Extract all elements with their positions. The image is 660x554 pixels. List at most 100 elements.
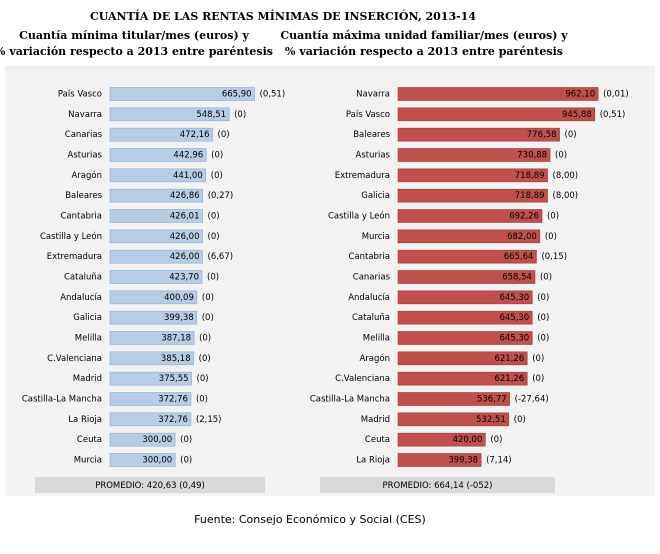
category-label: Baleares — [65, 191, 102, 201]
value-label: 426,00 — [170, 232, 200, 242]
bar — [397, 249, 537, 264]
bar — [397, 127, 560, 142]
value-label: 420,00 — [453, 435, 483, 445]
category-label: Canarias — [65, 130, 103, 140]
chart-subtitle: Cuantía máxima unidad familiar/mes (euro… — [280, 29, 568, 42]
change-label: (0) — [202, 313, 214, 323]
change-label: (0) — [196, 395, 208, 405]
category-label: Aragón — [359, 353, 390, 364]
chart-subtitle: % variación respecto a 2013 entre parént… — [285, 45, 563, 58]
bar — [109, 270, 203, 284]
category-label: Murcia — [362, 232, 390, 242]
value-label: 665,90 — [222, 90, 252, 100]
category-label: Navarra — [68, 110, 102, 120]
change-label: (0) — [208, 212, 220, 222]
bar — [397, 107, 596, 122]
change-label: (0) — [218, 130, 230, 140]
bar — [397, 331, 533, 345]
average-label: PROMEDIO: 664,14 (-052) — [383, 481, 493, 491]
value-label: 472,16 — [180, 130, 210, 140]
value-label: 375,55 — [159, 374, 189, 384]
bar — [109, 351, 194, 366]
change-label: (0) — [555, 151, 567, 161]
category-label: Melilla — [75, 334, 102, 344]
category-label: Galicia — [361, 191, 390, 201]
category-label: Castilla y León — [40, 231, 102, 242]
value-label: 682,00 — [507, 232, 537, 242]
change-label: (0) — [540, 273, 552, 283]
value-label: 399,38 — [164, 313, 194, 323]
change-label: (0,51) — [600, 110, 626, 120]
category-label: Cantabria — [60, 212, 102, 222]
value-label: 730,88 — [517, 151, 547, 161]
bar — [109, 331, 195, 345]
category-label: C.Valenciana — [47, 354, 102, 364]
value-label: 645,30 — [499, 293, 529, 303]
value-label: 665,64 — [504, 252, 534, 262]
category-label: Castilla-La Mancha — [310, 395, 390, 405]
value-label: 400,09 — [164, 293, 194, 303]
value-label: 442,96 — [173, 151, 203, 161]
bar — [397, 87, 599, 101]
bar — [109, 87, 255, 101]
change-label: (8,00) — [553, 171, 579, 181]
category-label: Andalucía — [348, 293, 390, 303]
change-label: (0,15) — [541, 252, 567, 262]
category-label: Madrid — [361, 415, 390, 425]
value-label: 621,26 — [494, 374, 524, 384]
category-label: Ceuta — [77, 435, 102, 445]
category-label: Canarias — [353, 273, 391, 283]
bar — [109, 412, 192, 427]
chart-title: CUANTÍA DE LAS RENTAS MÍNIMAS DE INSERCI… — [90, 9, 476, 23]
bar — [109, 107, 230, 122]
change-label: (0) — [545, 232, 557, 242]
change-label: (0) — [547, 212, 559, 222]
category-label: Cataluña — [352, 313, 390, 323]
change-label: (0,27) — [208, 191, 234, 201]
bar — [397, 188, 548, 203]
bar — [397, 168, 548, 183]
category-label: Cataluña — [64, 273, 102, 283]
bar — [109, 432, 176, 447]
average-box — [35, 477, 265, 493]
change-label: (0) — [490, 435, 502, 445]
category-label: País Vasco — [58, 90, 102, 100]
value-label: 300,00 — [142, 435, 172, 445]
bar — [109, 249, 203, 264]
change-label: (8,00) — [553, 191, 579, 201]
category-label: Asturias — [68, 151, 103, 161]
change-label: (0) — [199, 354, 211, 364]
category-label: La Rioja — [356, 456, 390, 466]
average-box — [320, 477, 555, 493]
change-label: (-27,64) — [515, 395, 549, 405]
category-label: Madrid — [73, 374, 102, 384]
bar — [109, 371, 192, 386]
value-label: 645,30 — [499, 313, 529, 323]
change-label: (0) — [532, 374, 544, 384]
bar — [397, 229, 541, 244]
value-label: 385,18 — [161, 354, 191, 364]
category-label: La Rioja — [68, 415, 102, 425]
category-label: Aragón — [71, 170, 102, 181]
bar — [109, 168, 207, 183]
value-label: 399,38 — [448, 456, 478, 466]
change-label: (0) — [208, 232, 220, 242]
category-label: Castilla-La Mancha — [22, 395, 102, 405]
category-label: Cantabria — [348, 252, 390, 262]
change-label: (0) — [537, 334, 549, 344]
change-label: (6,67) — [208, 252, 234, 262]
bar — [397, 432, 486, 447]
bar — [397, 392, 510, 406]
value-label: 387,18 — [161, 334, 191, 344]
bar — [109, 229, 203, 244]
category-label: Ceuta — [365, 435, 390, 445]
bar — [109, 392, 192, 406]
value-label: 621,26 — [494, 354, 524, 364]
category-label: Andalucía — [60, 293, 102, 303]
category-label: Asturias — [356, 151, 391, 161]
change-label: (0) — [514, 415, 526, 425]
average-label: PROMEDIO: 420,63 (0,49) — [95, 481, 205, 491]
category-label: Castilla y León — [328, 211, 390, 222]
value-label: 645,30 — [499, 334, 529, 344]
